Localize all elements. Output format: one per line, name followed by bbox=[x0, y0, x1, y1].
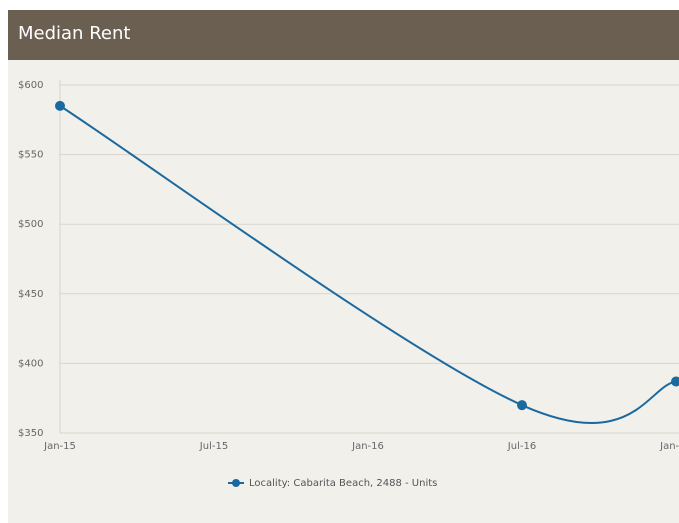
data-point[interactable] bbox=[517, 400, 527, 411]
y-tick-label: $450 bbox=[18, 289, 43, 300]
y-tick-labels: $350 $400 $450 $500 $550 $600 bbox=[18, 80, 43, 439]
median-rent-panel: Median Rent $350 $400 $450 $500 $550 $600 Jan… bbox=[8, 10, 679, 523]
x-tick-labels: Jan-15 Jul-15 Jan-16 Jul-16 Jan-17 bbox=[43, 441, 679, 452]
data-point[interactable] bbox=[55, 100, 65, 111]
x-tick-label: Jan-16 bbox=[351, 441, 384, 452]
data-point[interactable] bbox=[671, 376, 679, 387]
y-grid-lines bbox=[59, 80, 679, 434]
y-tick-label: $550 bbox=[18, 150, 43, 161]
series-line bbox=[59, 105, 677, 425]
x-tick-label: Jul-15 bbox=[199, 441, 228, 452]
y-tick-label: $600 bbox=[18, 80, 43, 91]
x-tick-label: Jan-17 bbox=[659, 441, 679, 452]
y-tick-label: $350 bbox=[18, 428, 43, 439]
legend-series-label: Locality: Cabarita Beach, 2488 - Units bbox=[249, 477, 438, 489]
median-rent-chart: $350$400$450$500$550$600 Jan-15 Jul-15 Jan… bbox=[18, 80, 679, 452]
x-tick-label: Jan-15 bbox=[43, 441, 76, 452]
panel-header: Median Rent bbox=[8, 10, 679, 60]
legend-marker-icon bbox=[228, 477, 244, 489]
panel-title: Median Rent bbox=[18, 23, 131, 44]
y-tick-label: $400 bbox=[18, 358, 43, 369]
legend[interactable]: Locality: Cabarita Beach, 2488 - Units bbox=[228, 474, 437, 492]
x-tick-label: Jul-16 bbox=[507, 441, 536, 452]
series-group bbox=[55, 100, 679, 425]
y-tick-label: $500 bbox=[18, 219, 43, 230]
